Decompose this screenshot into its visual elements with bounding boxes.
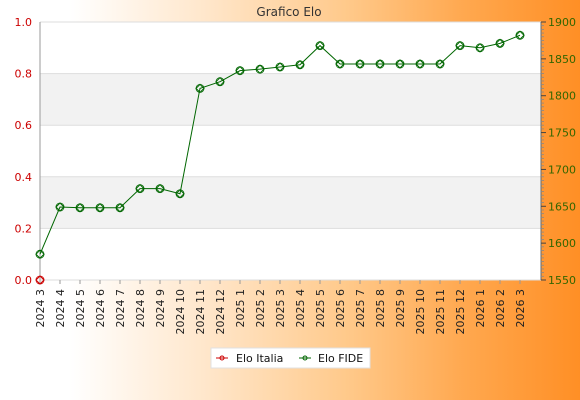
right-tick-label: 1900 xyxy=(548,16,576,29)
data-point-circle xyxy=(375,59,385,69)
data-point-circle xyxy=(95,203,105,213)
legend-box xyxy=(210,347,371,369)
data-point-circle xyxy=(355,59,365,69)
x-tick-label: 2026 2 xyxy=(494,289,507,328)
x-tick-label: 2025 12 xyxy=(454,289,467,335)
data-point-circle xyxy=(75,203,85,213)
left-tick-label: 0.6 xyxy=(15,119,33,132)
left-tick-label: 0.0 xyxy=(15,274,33,287)
data-point-circle xyxy=(315,41,325,50)
x-tick-label: 2024 6 xyxy=(94,289,107,328)
right-tick-label: 1800 xyxy=(548,90,576,103)
right-tick-label: 1850 xyxy=(548,53,576,66)
data-point-circle xyxy=(515,30,525,40)
x-tick-label: 2026 1 xyxy=(474,289,487,328)
data-point-circle xyxy=(35,275,45,285)
x-tick-label: 2024 7 xyxy=(114,289,127,328)
right-tick-label: 1550 xyxy=(548,274,576,287)
data-point-circle xyxy=(495,38,505,48)
left-tick-label: 1.0 xyxy=(15,16,33,29)
data-point-circle xyxy=(175,189,185,199)
right-tick-label: 1750 xyxy=(548,127,576,140)
plot-band xyxy=(40,73,541,126)
x-tick-label: 2026 3 xyxy=(514,289,527,328)
data-point-circle xyxy=(475,43,485,53)
x-tick-label: 2024 10 xyxy=(174,289,187,335)
x-tick-label: 2025 4 xyxy=(294,289,307,328)
x-tick-label: 2025 8 xyxy=(374,289,387,328)
x-tick-label: 2024 9 xyxy=(154,289,167,328)
x-tick-label: 2024 11 xyxy=(194,289,207,335)
data-point-circle xyxy=(295,60,305,70)
data-point-circle xyxy=(255,64,265,74)
data-point-circle xyxy=(35,249,45,259)
chart-title: Grafico Elo xyxy=(256,5,321,19)
x-tick-label: 2025 6 xyxy=(334,289,347,328)
legend-marker xyxy=(302,355,308,361)
data-point-circle xyxy=(155,184,165,193)
left-tick-label: 0.8 xyxy=(15,68,33,81)
x-tick-label: 2025 5 xyxy=(314,289,327,328)
data-point-circle xyxy=(395,59,405,69)
x-tick-label: 2025 7 xyxy=(354,289,367,328)
data-point-circle xyxy=(235,66,245,76)
data-point-circle xyxy=(195,83,205,93)
data-point-circle xyxy=(435,59,445,69)
x-tick-label: 2024 4 xyxy=(54,289,67,328)
series-line xyxy=(39,34,521,255)
legend-label: Elo FIDE xyxy=(318,352,363,365)
left-tick-label: 0.2 xyxy=(15,222,33,235)
x-tick-label: 2025 10 xyxy=(414,289,427,335)
right-tick-label: 1650 xyxy=(548,200,576,213)
right-tick-label: 1600 xyxy=(548,237,576,250)
data-point-circle xyxy=(415,59,425,69)
x-tick-label: 2025 2 xyxy=(254,289,267,328)
data-point-circle xyxy=(115,203,125,213)
left-tick-label: 0.4 xyxy=(15,171,33,184)
x-tick-label: 2025 9 xyxy=(394,289,407,328)
x-tick-label: 2025 1 xyxy=(234,289,247,328)
plot-area xyxy=(40,22,541,280)
data-point-circle xyxy=(215,77,225,87)
data-point-circle xyxy=(275,62,285,72)
x-tick-label: 2024 3 xyxy=(34,289,47,328)
data-point-circle xyxy=(135,184,145,193)
x-tick-label: 2025 3 xyxy=(274,289,287,328)
legend-marker xyxy=(219,355,225,361)
x-tick-label: 2024 12 xyxy=(214,289,227,335)
right-tick-label: 1700 xyxy=(548,163,576,176)
x-tick-label: 2024 8 xyxy=(134,289,147,328)
data-point-circle xyxy=(55,202,65,212)
data-point-circle xyxy=(455,41,465,50)
x-tick-label: 2025 11 xyxy=(434,289,447,335)
data-point-circle xyxy=(335,59,345,69)
legend-label: Elo Italia xyxy=(236,352,283,365)
plot-band xyxy=(40,176,541,229)
x-tick-label: 2024 5 xyxy=(74,289,87,328)
